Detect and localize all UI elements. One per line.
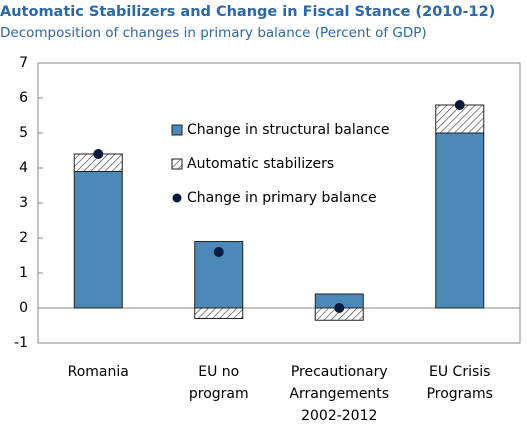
y-tick-label: 6 bbox=[19, 90, 28, 106]
legend-label: Change in structural balance bbox=[187, 122, 390, 138]
x-tick-line: Programs bbox=[427, 386, 493, 402]
x-tick-label: EU no program bbox=[189, 364, 249, 402]
primary-balance-dot bbox=[93, 149, 104, 159]
primary-balance-dot bbox=[454, 100, 465, 110]
x-tick-line: Romania bbox=[68, 364, 129, 380]
primary-balance-dot bbox=[213, 247, 224, 257]
y-tick-label: 5 bbox=[19, 125, 28, 141]
x-tick-label: EU Crisis Programs bbox=[427, 364, 493, 402]
legend-swatch bbox=[172, 193, 182, 203]
y-tick-label: 1 bbox=[19, 265, 28, 281]
x-tick-line: EU Crisis bbox=[429, 364, 490, 380]
primary-balance-dot bbox=[334, 303, 345, 313]
y-tick-label: 3 bbox=[19, 195, 28, 211]
y-tick-label: 2 bbox=[19, 230, 28, 246]
x-tick-line: Precautionary bbox=[291, 364, 388, 380]
legend-swatch bbox=[171, 124, 183, 136]
x-tick-label: Romania bbox=[68, 364, 129, 380]
x-tick-line: Arrangements bbox=[289, 386, 389, 402]
legend-swatch bbox=[171, 158, 183, 170]
stabilizer-segment bbox=[435, 104, 485, 134]
legend-label: Change in primary balance bbox=[187, 190, 377, 206]
y-tick-label: 7 bbox=[19, 55, 28, 71]
chart-title: Automatic Stabilizers and Change in Fisc… bbox=[0, 4, 495, 20]
y-tick-label: 0 bbox=[19, 300, 28, 316]
structural-bar bbox=[435, 132, 485, 309]
structural-bar bbox=[73, 171, 123, 309]
x-tick-line: EU no bbox=[198, 364, 239, 380]
y-tick-label: 4 bbox=[19, 160, 28, 176]
chart-subtitle: Decomposition of changes in primary bala… bbox=[0, 25, 427, 41]
y-tick-label: -1 bbox=[14, 335, 28, 351]
stabilizer-segment bbox=[194, 307, 244, 319]
x-tick-label: Precautionary Arrangements 2002-2012 bbox=[289, 364, 389, 424]
legend-label: Automatic stabilizers bbox=[187, 156, 334, 172]
x-tick-line: 2002-2012 bbox=[301, 408, 377, 424]
x-tick-line: program bbox=[189, 386, 249, 402]
